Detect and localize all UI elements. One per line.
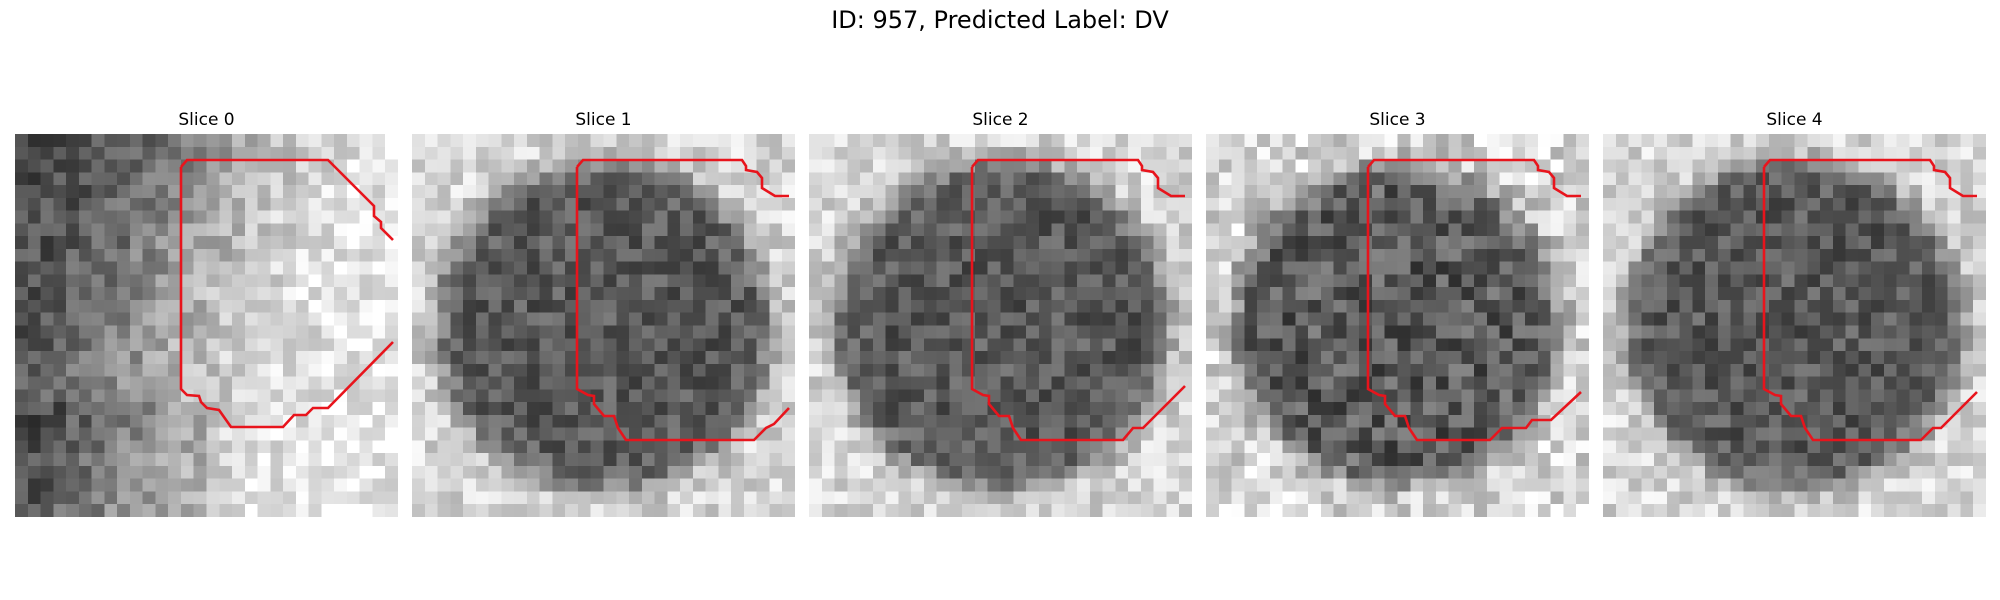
- contour-overlay: [970, 158, 1186, 442]
- contour-overlay: [1762, 158, 1978, 442]
- contour-overlay: [575, 158, 790, 442]
- slice-panel-1: Slice 1: [412, 108, 795, 517]
- prediction-contour: [1763, 158, 1977, 198]
- slice-image: [1603, 134, 1986, 517]
- slice-title: Slice 0: [178, 110, 235, 130]
- contour-overlay: [179, 158, 394, 429]
- grayscale-image: [1603, 134, 1986, 517]
- prediction-contour: [180, 158, 394, 241]
- slice-title: Slice 3: [1369, 110, 1426, 130]
- contour-overlay: [1366, 158, 1582, 442]
- slice-image: [809, 134, 1192, 517]
- slice-image: [1206, 134, 1589, 517]
- grayscale-image: [15, 134, 398, 517]
- slice-title: Slice 4: [1766, 110, 1823, 130]
- prediction-contour: [1366, 167, 1582, 442]
- prediction-contour: [970, 167, 1186, 442]
- slice-image: [15, 134, 398, 517]
- prediction-contour: [971, 158, 1185, 198]
- grayscale-image: [809, 134, 1192, 517]
- slice-panel-4: Slice 4: [1603, 108, 1986, 517]
- slice-image: [412, 134, 795, 517]
- slice-panel-3: Slice 3: [1206, 108, 1589, 517]
- prediction-contour: [1762, 167, 1978, 442]
- grayscale-image: [1206, 134, 1589, 517]
- slice-panel-0: Slice 0: [15, 108, 398, 517]
- prediction-contour: [575, 167, 790, 442]
- prediction-contour: [576, 158, 789, 198]
- figure-title: ID: 957, Predicted Label: DV: [831, 6, 1169, 34]
- slice-title: Slice 1: [575, 110, 632, 130]
- grayscale-image: [412, 134, 795, 517]
- slice-title: Slice 2: [972, 110, 1029, 130]
- prediction-contour: [179, 167, 394, 429]
- prediction-contour: [1367, 158, 1581, 198]
- slice-panel-2: Slice 2: [809, 108, 1192, 517]
